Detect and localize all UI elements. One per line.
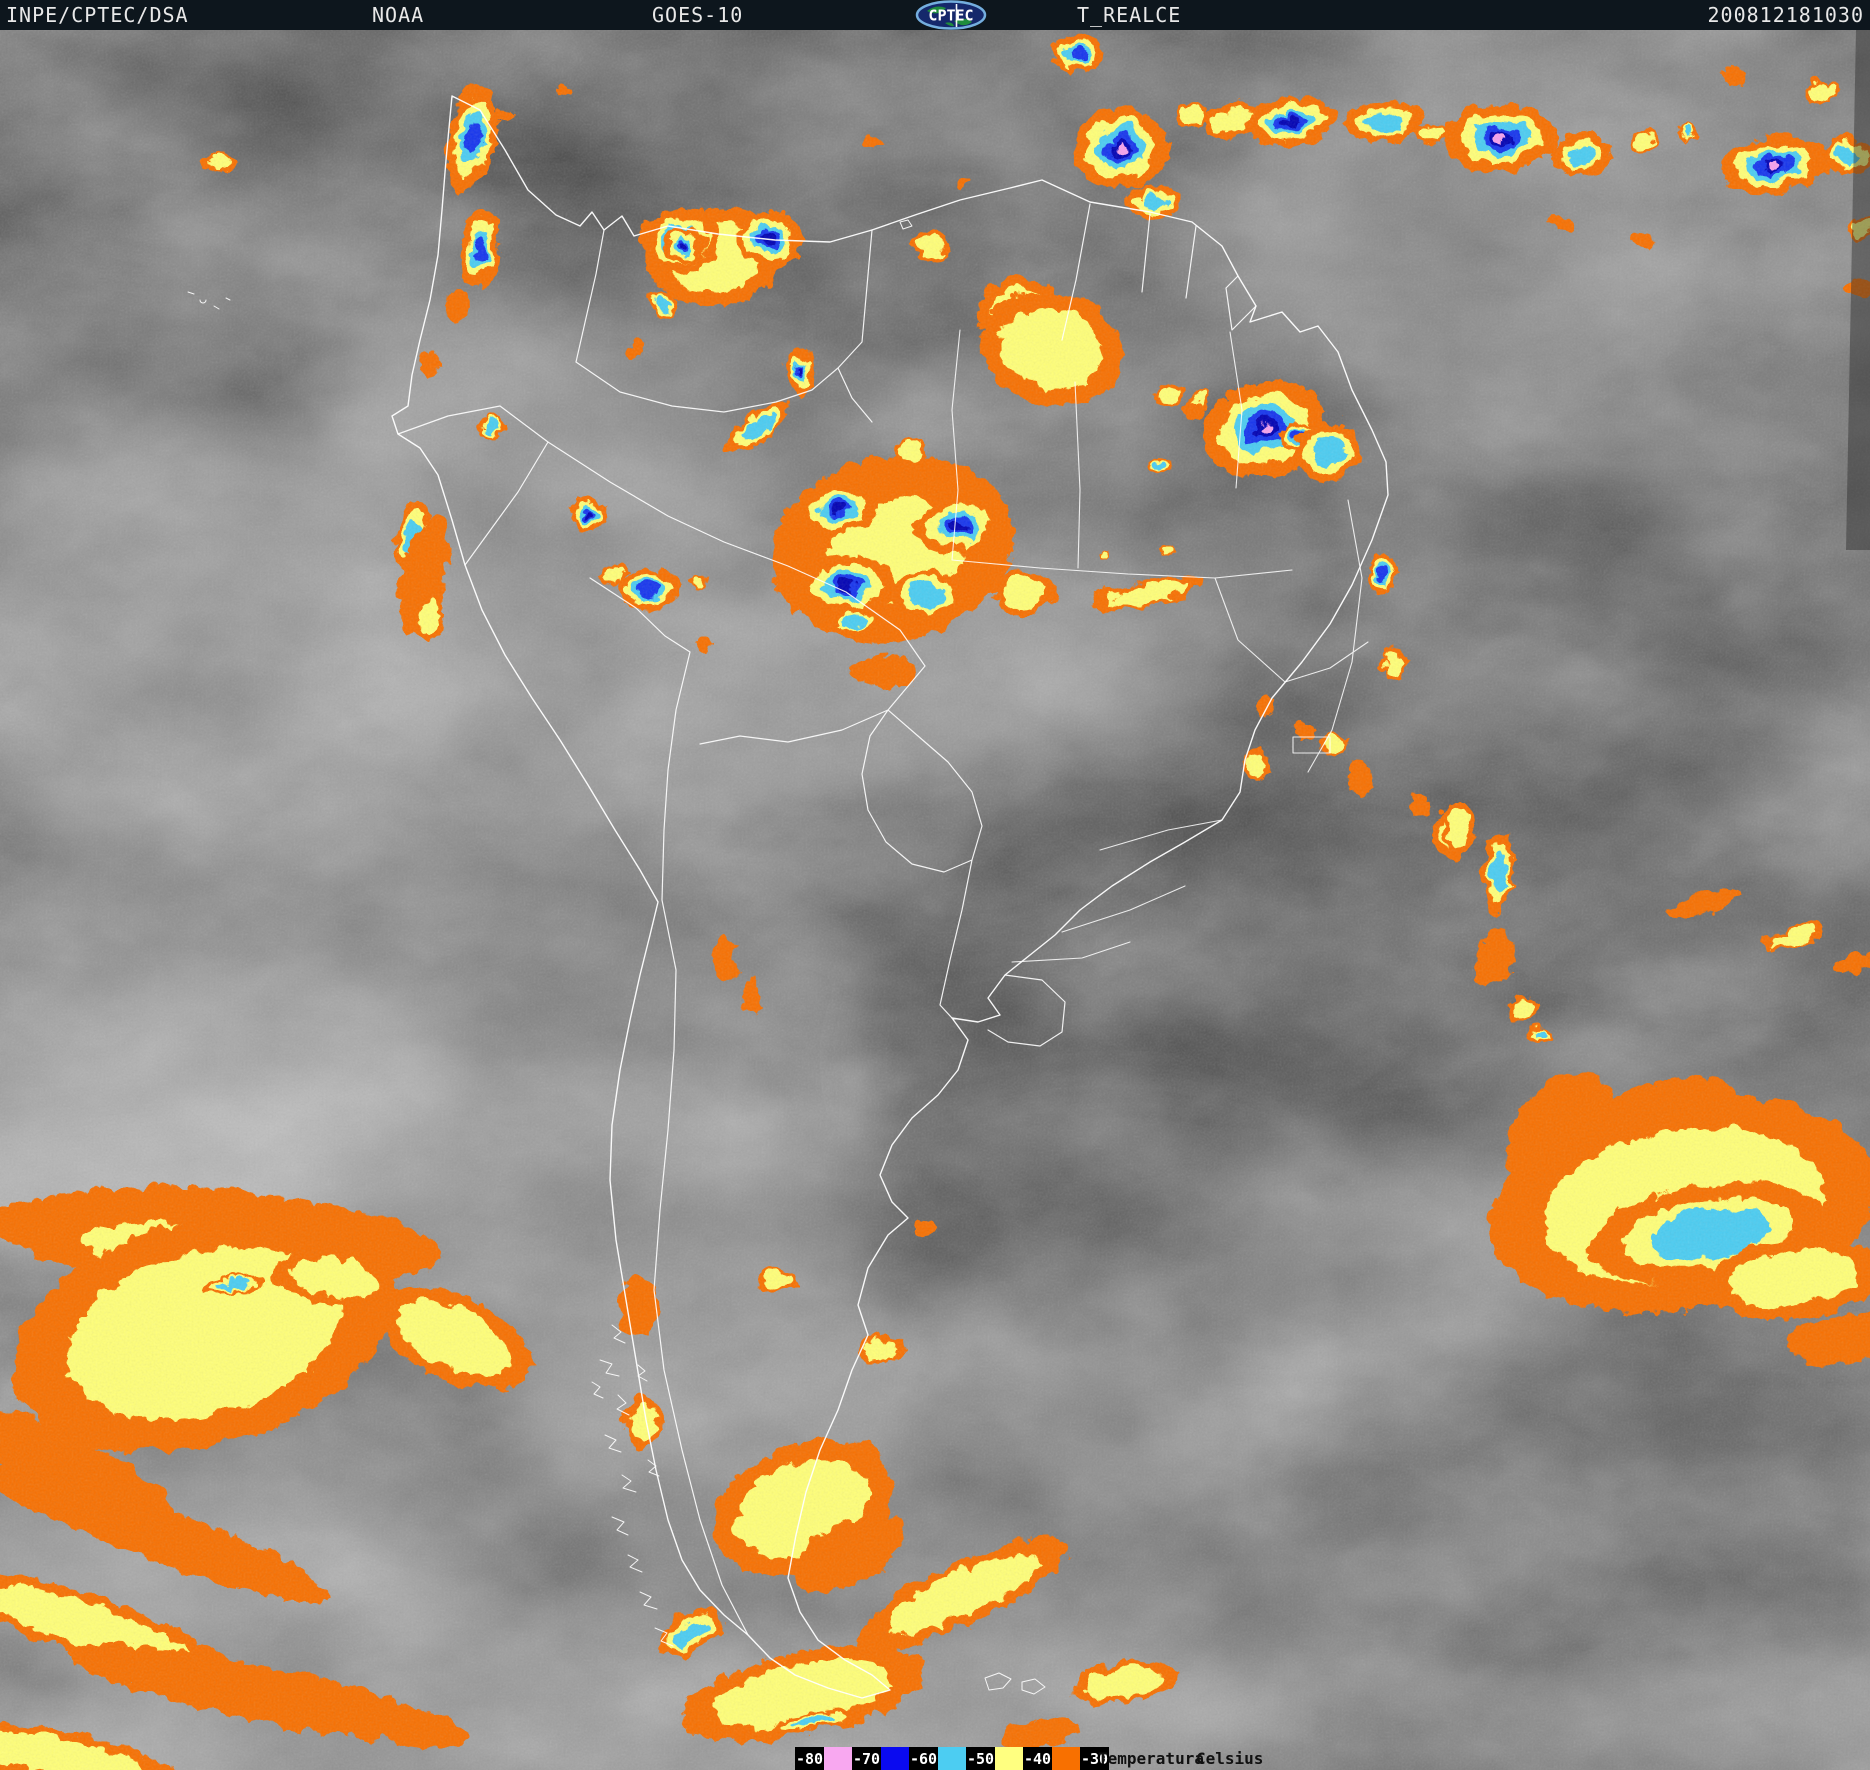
image-grain: [0, 30, 1870, 1770]
legend-color-swatch: [938, 1747, 966, 1770]
legend-threshold-label: -40: [1023, 1750, 1052, 1768]
legend-units: Celsius: [1196, 1749, 1264, 1768]
header-bar: INPE/CPTEC/DSA NOAA GOES-10 CPTEC T_REAL…: [0, 0, 1870, 30]
satellite-map: [0, 30, 1870, 1770]
legend-color-swatch: [995, 1747, 1023, 1770]
legend-threshold-label: -60: [909, 1750, 938, 1768]
agency-label: INPE/CPTEC/DSA: [6, 3, 189, 27]
coastline: [391, 95, 1389, 1699]
cptec-logo-text: CPTEC: [928, 7, 973, 25]
country-borders: [397, 203, 1257, 1636]
legend-color-swatch: [881, 1747, 909, 1770]
legend-threshold-label: -50: [966, 1750, 995, 1768]
legend-threshold-label: -70: [852, 1750, 881, 1768]
border-layer: [187, 95, 1389, 1699]
fjords-and-islands: [187, 219, 1046, 1695]
legend-color-swatch: [824, 1747, 852, 1770]
timestamp-label: 200812181030: [1707, 3, 1864, 27]
legend-threshold-label: -80: [795, 1750, 824, 1768]
organization-label: NOAA: [372, 3, 425, 27]
legend-threshold-label: -30: [1080, 1750, 1109, 1768]
temperature-legend: -80 -70 -60 -50 -40 -30: [795, 1747, 1109, 1770]
cptec-logo-icon: CPTEC: [915, 0, 987, 30]
satellite-label: GOES-10: [652, 3, 744, 27]
product-label: T_REALCE: [1077, 3, 1182, 27]
legend-color-swatch: [1052, 1747, 1080, 1770]
state-borders: [951, 329, 1369, 963]
scan-edge-shadow: [1846, 30, 1870, 550]
legend-title: Temperatura: [1098, 1749, 1204, 1768]
